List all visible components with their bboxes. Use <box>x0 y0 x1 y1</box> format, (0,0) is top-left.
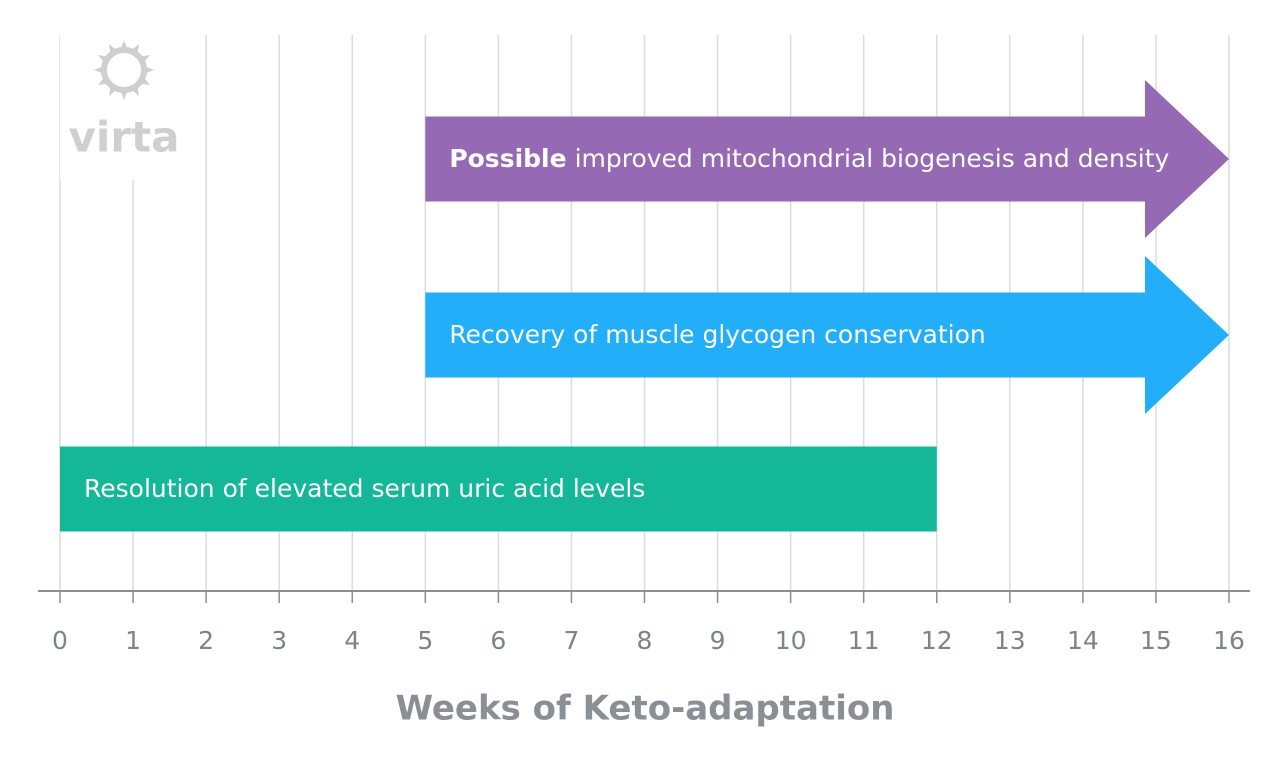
logo-ray <box>98 55 107 62</box>
bar-label-text: improved mitochondrial biogenesis and de… <box>575 144 1170 173</box>
bar-label-text: Resolution of elevated serum uric acid l… <box>84 474 645 503</box>
x-tick-label: 10 <box>775 626 807 655</box>
x-tick-label: 0 <box>52 626 68 655</box>
x-tick-label: 3 <box>271 626 287 655</box>
logo-ray <box>141 55 150 62</box>
x-tick-label: 11 <box>848 626 880 655</box>
x-tick-label: 4 <box>344 626 360 655</box>
x-tick-label: 7 <box>563 626 579 655</box>
logo-text: virta <box>69 113 180 162</box>
logo-ray <box>132 87 139 96</box>
logo-ray <box>141 78 150 85</box>
bar-label: Possible improved mitochondrial biogenesi… <box>449 144 1169 173</box>
logo-ray <box>98 78 107 85</box>
x-tick-label: 8 <box>637 626 653 655</box>
arrow-bar <box>425 80 1229 238</box>
x-tick-label: 16 <box>1213 626 1245 655</box>
logo-backdrop <box>60 30 190 180</box>
logo-rays <box>94 40 154 100</box>
x-tick-label: 14 <box>1067 626 1099 655</box>
logo-icon <box>101 47 147 93</box>
logo-ray <box>132 44 139 53</box>
x-tick-label: 5 <box>417 626 433 655</box>
logo-ray <box>109 44 116 53</box>
logo-ray <box>94 66 103 74</box>
bars: Possible improved mitochondrial biogenesi… <box>60 80 1229 532</box>
bar-label-emphasis: Possible <box>449 144 566 173</box>
logo-ray <box>120 91 128 100</box>
logo-ray <box>120 40 128 49</box>
x-axis-title: Weeks of Keto-adaptation <box>396 689 895 729</box>
logo-ray <box>145 66 154 74</box>
x-tick-label: 6 <box>490 626 506 655</box>
x-tick-label: 15 <box>1140 626 1172 655</box>
x-tick-label: 2 <box>198 626 214 655</box>
arrow-bar <box>425 256 1229 414</box>
x-tick-label: 12 <box>921 626 953 655</box>
bar-label: Resolution of elevated serum uric acid l… <box>84 474 645 503</box>
logo-ray <box>109 87 116 96</box>
x-tick-label: 13 <box>994 626 1026 655</box>
ticks: 0 1 2 3 4 5 6 7 8 9 10 11 12 13 14 15 16 <box>52 591 1245 655</box>
bar-label-text: Recovery of muscle glycogen conservation <box>449 320 985 349</box>
logo: virta <box>60 30 190 180</box>
bar-label: Recovery of muscle glycogen conservation <box>449 320 985 349</box>
x-tick-label: 9 <box>710 626 726 655</box>
x-tick-label: 1 <box>125 626 141 655</box>
bar <box>60 446 937 532</box>
